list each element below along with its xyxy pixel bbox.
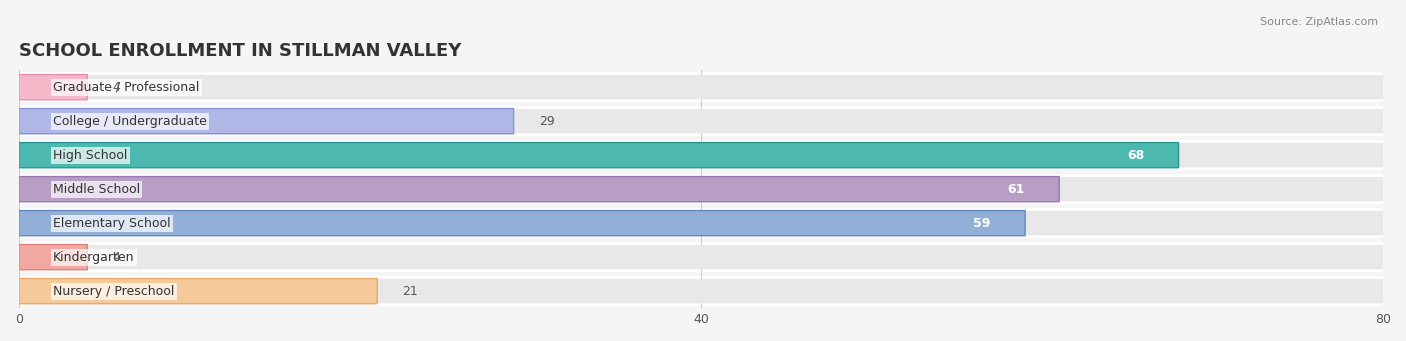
Text: High School: High School xyxy=(53,149,128,162)
FancyBboxPatch shape xyxy=(18,279,377,304)
FancyBboxPatch shape xyxy=(20,242,1384,272)
FancyBboxPatch shape xyxy=(20,106,1384,136)
FancyBboxPatch shape xyxy=(20,75,1384,100)
FancyBboxPatch shape xyxy=(20,143,1384,167)
FancyBboxPatch shape xyxy=(20,279,1384,303)
FancyBboxPatch shape xyxy=(20,208,1384,238)
Text: Kindergarten: Kindergarten xyxy=(53,251,135,264)
Text: 61: 61 xyxy=(1008,183,1025,196)
Text: Source: ZipAtlas.com: Source: ZipAtlas.com xyxy=(1260,17,1378,27)
Text: Middle School: Middle School xyxy=(53,183,141,196)
Text: 68: 68 xyxy=(1128,149,1144,162)
FancyBboxPatch shape xyxy=(20,276,1384,306)
Text: Nursery / Preschool: Nursery / Preschool xyxy=(53,285,174,298)
Text: 4: 4 xyxy=(112,81,121,94)
Text: SCHOOL ENROLLMENT IN STILLMAN VALLEY: SCHOOL ENROLLMENT IN STILLMAN VALLEY xyxy=(20,42,461,60)
FancyBboxPatch shape xyxy=(18,211,1025,236)
FancyBboxPatch shape xyxy=(18,244,87,270)
FancyBboxPatch shape xyxy=(20,177,1384,202)
FancyBboxPatch shape xyxy=(20,72,1384,102)
Text: 59: 59 xyxy=(973,217,991,229)
FancyBboxPatch shape xyxy=(18,75,87,100)
FancyBboxPatch shape xyxy=(20,140,1384,170)
Text: 29: 29 xyxy=(538,115,555,128)
FancyBboxPatch shape xyxy=(18,177,1059,202)
Text: Elementary School: Elementary School xyxy=(53,217,170,229)
FancyBboxPatch shape xyxy=(18,143,1178,168)
Text: Graduate / Professional: Graduate / Professional xyxy=(53,81,200,94)
Text: 21: 21 xyxy=(402,285,419,298)
FancyBboxPatch shape xyxy=(20,109,1384,133)
Text: 4: 4 xyxy=(112,251,121,264)
Text: College / Undergraduate: College / Undergraduate xyxy=(53,115,207,128)
FancyBboxPatch shape xyxy=(18,108,513,134)
FancyBboxPatch shape xyxy=(20,211,1384,235)
FancyBboxPatch shape xyxy=(20,174,1384,204)
FancyBboxPatch shape xyxy=(20,245,1384,269)
